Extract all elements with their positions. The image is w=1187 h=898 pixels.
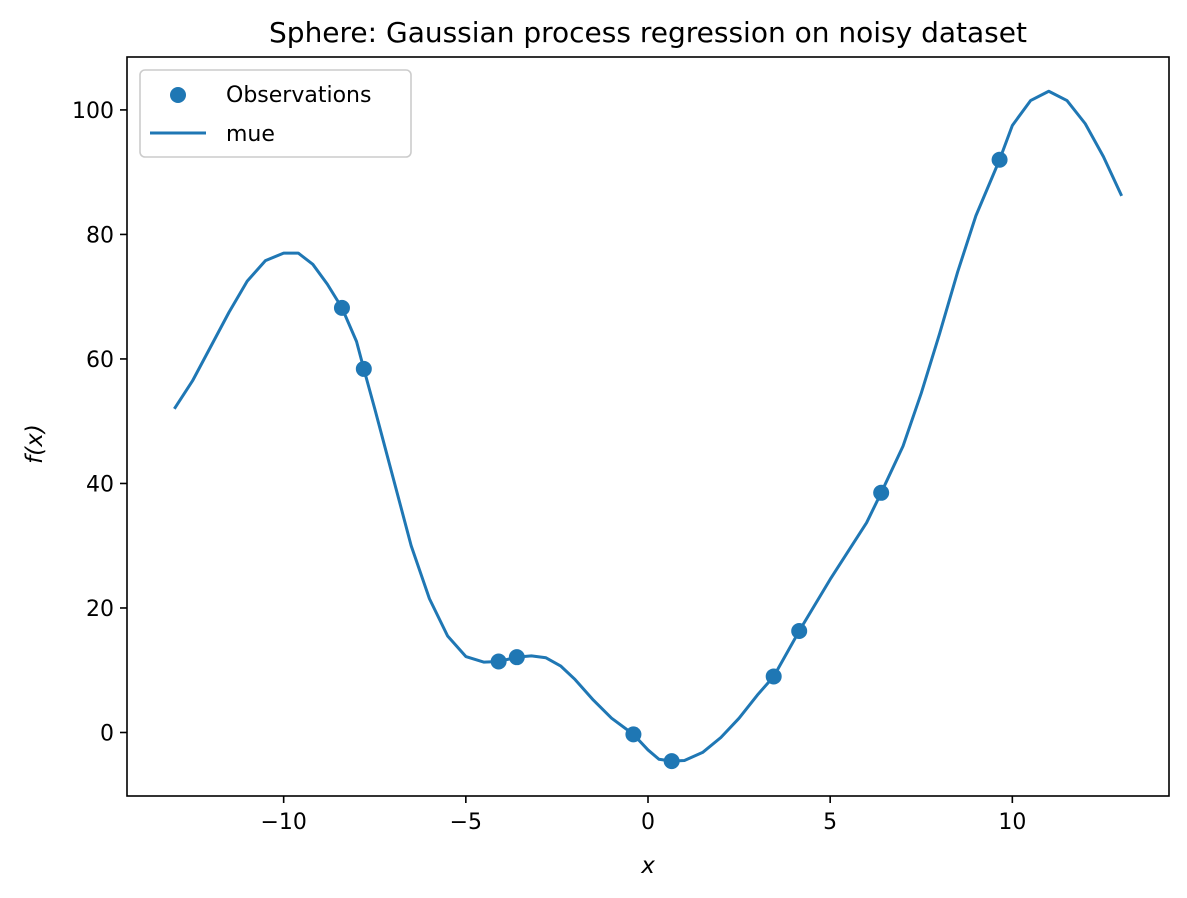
legend-marker-observations xyxy=(170,87,186,103)
observation-point xyxy=(765,668,782,685)
observation-point xyxy=(508,649,525,666)
y-tick-label: 60 xyxy=(86,348,114,373)
observation-point xyxy=(490,653,507,670)
legend-label-observations: Observations xyxy=(226,83,371,108)
y-tick-label: 0 xyxy=(100,721,114,746)
observation-point xyxy=(991,151,1008,168)
x-axis-label: x xyxy=(640,853,655,879)
x-tick-label: −10 xyxy=(260,810,306,835)
y-tick-label: 40 xyxy=(86,472,114,497)
x-tick-label: 5 xyxy=(823,810,837,835)
x-tick-label: 0 xyxy=(641,810,655,835)
y-tick-label: 100 xyxy=(72,99,114,124)
plot-area xyxy=(126,56,1170,797)
y-axis-label: f(x) xyxy=(22,424,48,464)
series-line-mue xyxy=(173,89,1124,763)
x-axis: −10 −5 0 5 10 xyxy=(260,796,1026,835)
axes-frame xyxy=(126,56,1170,797)
observation-point xyxy=(873,484,890,501)
legend: Observations mue xyxy=(139,69,412,158)
observation-point xyxy=(333,299,350,316)
y-axis: 0 20 40 60 80 100 xyxy=(72,99,127,746)
y-tick-label: 80 xyxy=(86,223,114,248)
observation-point xyxy=(625,726,642,743)
x-tick-label: 10 xyxy=(998,810,1026,835)
observation-point xyxy=(355,360,372,377)
legend-box xyxy=(139,69,412,158)
chart-title: Sphere: Gaussian process regression on n… xyxy=(269,16,1027,49)
observation-point xyxy=(791,623,808,640)
y-tick-label: 20 xyxy=(86,597,114,622)
x-tick-label: −5 xyxy=(450,810,482,835)
legend-label-mue: mue xyxy=(226,122,275,147)
observation-point xyxy=(663,753,680,770)
